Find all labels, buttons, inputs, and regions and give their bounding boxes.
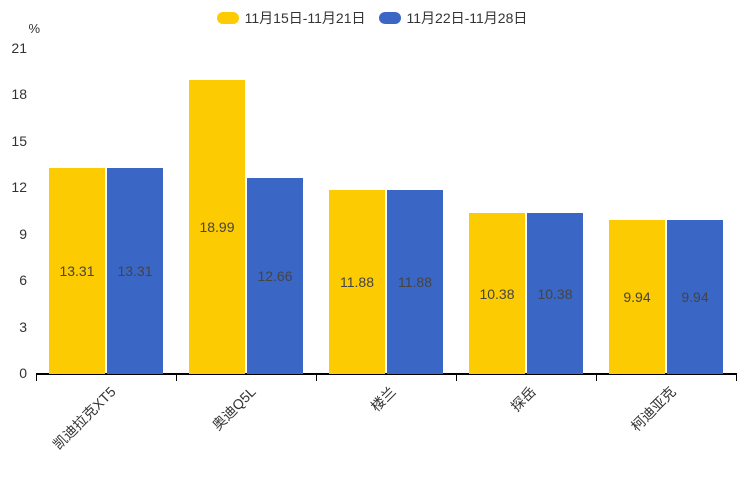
y-axis-tick-label: 18	[11, 86, 27, 102]
bar-series-1-category-0[interactable]: 13.31	[107, 167, 163, 374]
bar-series-0-category-2[interactable]: 11.88	[329, 189, 385, 374]
bar-series-0-category-4[interactable]: 9.94	[609, 219, 665, 374]
x-axis-tick-mark	[736, 373, 737, 381]
x-axis-line	[36, 373, 736, 375]
x-axis-tick-mark	[316, 373, 317, 381]
bar-value-label: 13.31	[117, 262, 153, 279]
bar-value-label: 11.88	[398, 273, 432, 290]
x-axis-tick-mark	[36, 373, 37, 381]
bar-series-1-category-4[interactable]: 9.94	[667, 219, 723, 374]
y-axis-tick-label: 9	[19, 225, 27, 242]
bar-series-0-category-3[interactable]: 10.38	[469, 213, 525, 374]
legend-item-label: 11月22日-11月28日	[406, 10, 528, 26]
y-axis-tick-label: 3	[19, 318, 27, 335]
x-category-label: 楼兰	[367, 383, 399, 415]
bar-value-label: 11.88	[340, 273, 374, 290]
legend: 11月15日-11月21日 11月22日-11月28日	[0, 8, 744, 28]
y-axis-tick-label: 0	[19, 365, 27, 381]
x-axis-tick-mark	[596, 373, 597, 381]
bar-value-label: 10.38	[479, 285, 515, 302]
bar-series-0-category-0[interactable]: 13.31	[49, 167, 105, 374]
bar-series-1-category-1[interactable]: 12.66	[247, 177, 303, 374]
bar-value-label: 13.31	[59, 262, 95, 279]
bar-value-label: 9.94	[681, 288, 709, 305]
legend-item-label: 11月15日-11月21日	[244, 10, 366, 26]
y-axis-unit-label: %	[28, 21, 40, 36]
y-axis-tick-label: 12	[11, 179, 27, 195]
x-category-label: 凯迪拉克XT5	[49, 383, 119, 453]
x-category-label: 奥迪Q5L	[208, 383, 259, 434]
y-axis-tick-label: 21	[11, 39, 27, 56]
bar-value-label: 10.38	[537, 285, 573, 302]
x-category-label: 探岳	[507, 383, 539, 415]
y-axis-tick-label: 15	[11, 132, 27, 149]
bar-series-1-category-2[interactable]: 11.88	[387, 189, 443, 374]
x-axis-tick-mark	[176, 373, 177, 381]
legend-swatch-icon	[378, 12, 401, 24]
bar-series-1-category-3[interactable]: 10.38	[527, 213, 583, 374]
y-axis-tick-label: 6	[19, 272, 27, 288]
legend-item-series-0[interactable]: 11月15日-11月21日	[216, 8, 366, 28]
bar-series-0-category-1[interactable]: 18.99	[189, 79, 245, 374]
legend-swatch-icon	[216, 12, 239, 24]
bar-value-label: 12.66	[257, 267, 293, 284]
x-category-label: 柯迪亚克	[627, 383, 679, 435]
x-axis-tick-mark	[456, 373, 457, 381]
bar-value-label: 18.99	[199, 218, 235, 235]
legend-item-series-1[interactable]: 11月22日-11月28日	[378, 8, 528, 28]
bar-value-label: 9.94	[623, 288, 651, 305]
